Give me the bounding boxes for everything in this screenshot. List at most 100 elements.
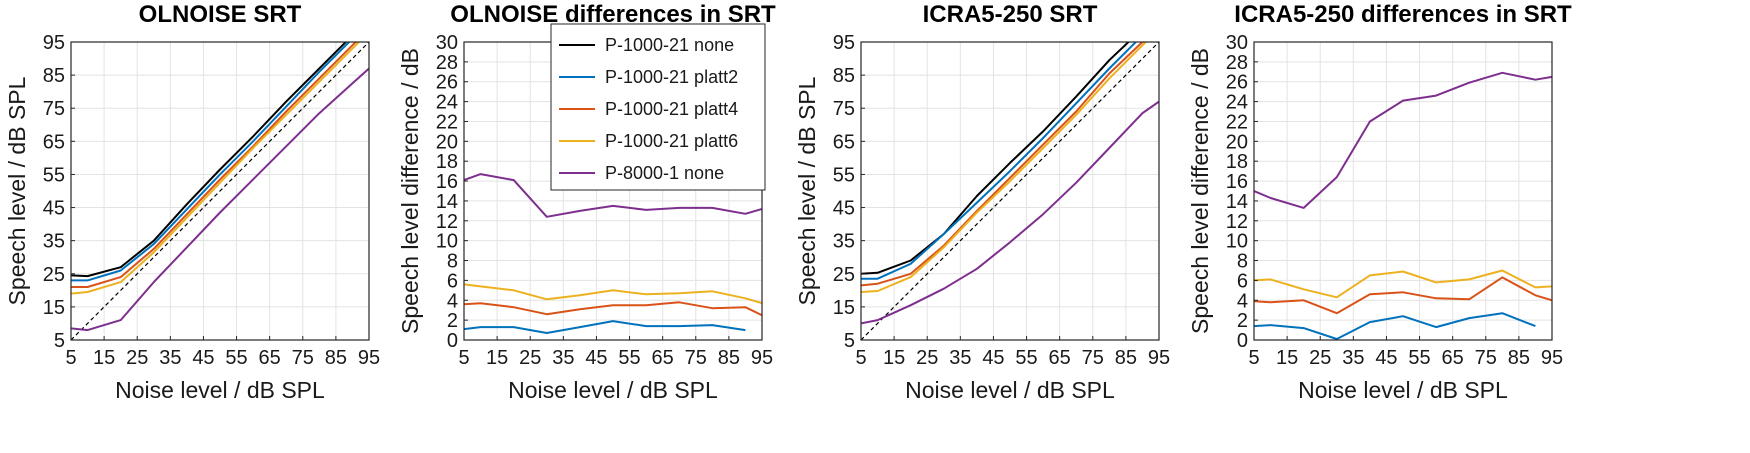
y-tick-label: 55 (833, 164, 855, 186)
y-tick-label: 4 (447, 290, 458, 312)
y-axis-label: Speech level difference / dB (1187, 48, 1213, 334)
series-line (1254, 71, 1552, 209)
x-axis-label: Noise level / dB SPL (508, 377, 718, 403)
x-tick-label: 15 (1276, 347, 1298, 369)
x-tick-label: 95 (1541, 347, 1563, 369)
y-axis-label: Speech level difference / dB (397, 48, 423, 334)
y-tick-label: 2 (447, 310, 458, 332)
x-axis-label: Noise level / dB SPL (115, 377, 325, 403)
y-tick-label: 26 (1226, 72, 1248, 94)
y-tick-label: 14 (1226, 191, 1248, 213)
y-tick-label: 12 (436, 211, 458, 233)
y-tick-label: 15 (833, 297, 855, 319)
x-tick-label: 45 (585, 347, 607, 369)
x-tick-label: 25 (916, 347, 938, 369)
legend-label: P-1000-21 platt2 (605, 67, 738, 87)
reference-line (861, 42, 1159, 340)
series-line (861, 42, 1148, 293)
y-tick-label: 20 (1226, 131, 1248, 153)
y-tick-label: 28 (1226, 52, 1248, 74)
series-line (464, 173, 762, 218)
series-line (1254, 276, 1552, 315)
x-tick-label: 25 (519, 347, 541, 369)
x-tick-label: 35 (552, 347, 574, 369)
x-tick-label: 35 (1342, 347, 1364, 369)
series-line (1254, 312, 1536, 340)
series-line (71, 67, 369, 332)
legend-label: P-8000-1 none (605, 163, 724, 183)
x-tick-label: 65 (259, 347, 281, 369)
axes-frame (860, 41, 1160, 341)
y-tick-label: 65 (43, 131, 65, 153)
y-tick-label: 65 (833, 131, 855, 153)
x-tick-label: 45 (982, 347, 1004, 369)
y-tick-label: 6 (1237, 270, 1248, 292)
y-tick-label: 26 (436, 72, 458, 94)
y-tick-label: 8 (1237, 251, 1248, 273)
series-line (71, 42, 361, 295)
x-tick-label: 65 (652, 347, 674, 369)
x-tick-label: 5 (855, 347, 866, 369)
y-tick-label: 95 (43, 32, 65, 54)
y-tick-label: 24 (1226, 92, 1248, 114)
y-tick-label: 30 (436, 32, 458, 54)
y-tick-label: 18 (436, 151, 458, 173)
x-axis-label: Noise level / dB SPL (1298, 377, 1508, 403)
x-tick-label: 15 (93, 347, 115, 369)
reference-line (71, 42, 369, 340)
y-tick-label: 75 (43, 98, 65, 120)
x-tick-label: 55 (618, 347, 640, 369)
x-tick-label: 75 (1475, 347, 1497, 369)
y-tick-label: 8 (447, 251, 458, 273)
y-tick-label: 12 (1226, 211, 1248, 233)
y-tick-label: 75 (833, 98, 855, 120)
y-tick-label: 25 (43, 264, 65, 286)
chart-panel-4: 5 15 25 35 45 55 65 75 85 95024681012141618202224… (1187, 1, 1572, 403)
chart-panel-1: 5 15 25 35 45 55 65 75 85 95 5 15 25 35 45 55 65 75 85 95 OL… (4, 1, 380, 403)
chart-panel-2: 5 15 25 35 45 55 65 75 85 95024681012141618202224… (397, 1, 776, 403)
y-tick-label: 6 (447, 270, 458, 292)
y-tick-label: 95 (833, 32, 855, 54)
y-tick-label: 5 (54, 330, 65, 352)
y-tick-label: 18 (1226, 151, 1248, 173)
x-axis-label: Noise level / dB SPL (905, 377, 1115, 403)
x-tick-label: 5 (1248, 347, 1259, 369)
y-tick-label: 45 (43, 198, 65, 220)
y-tick-label: 16 (436, 171, 458, 193)
x-tick-label: 35 (949, 347, 971, 369)
y-tick-label: 35 (43, 231, 65, 253)
plot-background (1254, 42, 1552, 340)
x-tick-label: 35 (159, 347, 181, 369)
chart-title: ICRA5-250 differences in SRT (1234, 1, 1572, 28)
x-tick-label: 95 (751, 347, 773, 369)
y-tick-label: 45 (833, 198, 855, 220)
y-tick-label: 14 (436, 191, 458, 213)
axes-frame (1253, 41, 1553, 341)
x-tick-label: 95 (358, 347, 380, 369)
x-tick-label: 55 (225, 347, 247, 369)
x-tick-label: 25 (1309, 347, 1331, 369)
x-tick-label: 75 (1082, 347, 1104, 369)
series-line (71, 42, 351, 282)
x-tick-label: 95 (1148, 347, 1170, 369)
y-tick-label: 10 (436, 231, 458, 253)
chart-title: ICRA5-250 SRT (923, 1, 1098, 28)
x-tick-label: 85 (718, 347, 740, 369)
chart-title: OLNOISE SRT (139, 1, 302, 28)
y-axis-label: Speech level / dB SPL (794, 76, 820, 305)
chart-panel-3: 5 15 25 35 45 55 65 75 85 95 5 15 25 35 45 55 65 75 85 95 IC… (794, 1, 1170, 403)
x-tick-label: 45 (1375, 347, 1397, 369)
x-tick-label: 25 (126, 347, 148, 369)
y-tick-label: 28 (436, 52, 458, 74)
y-tick-label: 10 (1226, 231, 1248, 253)
x-tick-label: 55 (1408, 347, 1430, 369)
axes-frame (70, 41, 370, 341)
series-line (71, 42, 348, 278)
y-tick-label: 35 (833, 231, 855, 253)
series-line (464, 301, 762, 317)
legend-label: P-1000-21 platt4 (605, 99, 738, 119)
x-tick-label: 85 (1115, 347, 1137, 369)
x-tick-label: 85 (1508, 347, 1530, 369)
y-tick-label: 2 (1237, 310, 1248, 332)
